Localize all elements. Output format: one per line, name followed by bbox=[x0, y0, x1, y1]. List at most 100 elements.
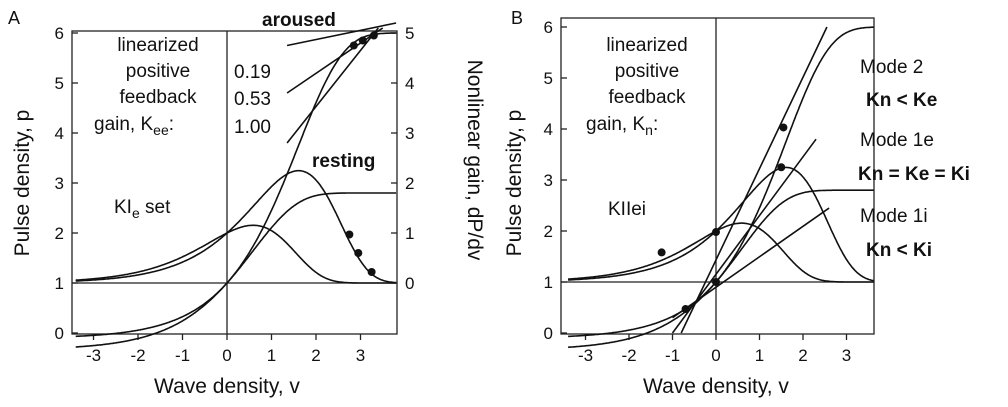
data-point bbox=[712, 228, 720, 237]
y-right-tick-label: 1 bbox=[405, 224, 414, 243]
y-tick-label: 4 bbox=[55, 124, 64, 143]
x-tick-label: 3 bbox=[356, 346, 365, 365]
y-tick-label: 0 bbox=[544, 324, 553, 343]
panel-b-x-label: Wave density, v bbox=[643, 375, 789, 398]
panel-b-curves bbox=[568, 26, 874, 349]
panel-b-x-ticks: -3 -2 -1 0 1 2 3 bbox=[578, 334, 851, 365]
panel-a-aroused-label: aroused bbox=[262, 10, 336, 31]
curve-sigmoid-1 bbox=[568, 189, 874, 349]
panel-b-mode-1e-condition: Kn = Ke = Ki bbox=[858, 164, 970, 185]
panel-b-annotation-gain: gain, Kn: bbox=[586, 114, 658, 138]
x-tick-label: 2 bbox=[798, 346, 807, 365]
panel-a-gain-100: 1.00 bbox=[234, 117, 271, 138]
y-tick-label: 2 bbox=[544, 222, 553, 241]
x-tick-label: -2 bbox=[621, 346, 636, 365]
x-tick-label: -1 bbox=[665, 346, 680, 365]
data-point bbox=[349, 41, 358, 50]
data-point bbox=[369, 31, 378, 40]
tangent-line-1 bbox=[671, 138, 817, 334]
curve-derivative-3 bbox=[568, 222, 874, 283]
y-tick-label: 1 bbox=[544, 273, 553, 292]
panel-b-points bbox=[657, 123, 788, 314]
panel-b-mode-1i-condition: Kn < Ki bbox=[866, 240, 932, 261]
data-point bbox=[777, 163, 786, 172]
x-tick-label: 0 bbox=[711, 346, 720, 365]
panel-a-x-ticks: -3 -2 -1 0 1 2 3 bbox=[86, 334, 365, 365]
panel-b-y-label: Pulse density, p bbox=[503, 110, 526, 257]
panel-a-annotation-line-1: linearized bbox=[117, 35, 198, 56]
curve-derivative-2 bbox=[568, 166, 874, 282]
panel-b-y-ticks: 0 1 2 3 4 5 6 bbox=[544, 18, 567, 343]
x-tick-label: 2 bbox=[311, 346, 320, 365]
curve-sigmoid-1 bbox=[75, 192, 397, 348]
y-right-tick-label: 3 bbox=[405, 124, 414, 143]
x-tick-label: 1 bbox=[267, 346, 276, 365]
data-point bbox=[345, 230, 354, 239]
y-tick-label: 5 bbox=[55, 74, 64, 93]
panel-b-mode-1i-name: Mode 1i bbox=[860, 206, 928, 227]
panel-a-y-ticks-right: 0 1 2 3 4 5 bbox=[391, 24, 414, 293]
data-point bbox=[681, 305, 690, 314]
panel-b-mode-2-condition: Kn < Ke bbox=[866, 90, 937, 111]
x-tick-label: 0 bbox=[222, 346, 231, 365]
y-right-tick-label: 5 bbox=[405, 24, 414, 43]
y-right-tick-label: 2 bbox=[405, 174, 414, 193]
y-tick-label: 4 bbox=[544, 120, 553, 139]
panel-a-resting-label: resting bbox=[312, 151, 375, 172]
panel-a-annotation-line-2: positive bbox=[126, 61, 190, 82]
y-tick-label: 6 bbox=[544, 18, 553, 37]
x-tick-label: -1 bbox=[175, 346, 190, 365]
curve-derivative-2 bbox=[75, 169, 397, 284]
panel-a-y-label: Pulse density, p bbox=[11, 110, 34, 257]
y-tick-label: 1 bbox=[55, 274, 64, 293]
x-tick-label: -3 bbox=[86, 346, 101, 365]
x-tick-label: 1 bbox=[755, 346, 764, 365]
panel-b-mode-1e-name: Mode 1e bbox=[860, 130, 934, 151]
panel-a: A 0 1 2 3 4 5 6 0 1 2 3 4 5 -3 -2 -1 0 1 2 3 Pulse densit… bbox=[8, 8, 486, 398]
y-right-tick-label: 4 bbox=[405, 74, 414, 93]
data-point bbox=[712, 278, 720, 286]
panel-b-mode-2-name: Mode 2 bbox=[860, 57, 923, 78]
panel-b-annotation-line-2: positive bbox=[615, 61, 679, 82]
curve-derivative-3 bbox=[75, 224, 397, 284]
panel-a-y-ticks: 0 1 2 3 4 5 6 bbox=[55, 24, 78, 343]
panel-a-annotation-line-3: feedback bbox=[119, 87, 197, 108]
x-tick-label: -3 bbox=[578, 346, 593, 365]
y-tick-label: 3 bbox=[55, 174, 64, 193]
panel-b-set-label: KIIei bbox=[608, 199, 646, 220]
y-tick-label: 2 bbox=[55, 224, 64, 243]
tangent-line-0 bbox=[680, 26, 828, 334]
y-tick-label: 3 bbox=[544, 171, 553, 190]
x-tick-label: 3 bbox=[842, 346, 851, 365]
panel-a-x-label: Wave density, v bbox=[154, 375, 300, 398]
panel-a-gain-019: 0.19 bbox=[234, 62, 271, 83]
y-tick-label: 5 bbox=[544, 69, 553, 88]
data-point bbox=[779, 123, 788, 132]
panel-b-annotation-line-1: linearized bbox=[606, 35, 687, 56]
tangent-line-0 bbox=[286, 22, 397, 47]
panel-a-points bbox=[345, 31, 378, 276]
panel-b-tangent-lines bbox=[671, 26, 830, 334]
panel-a-curves bbox=[75, 32, 397, 348]
panel-b: B 0 1 2 3 4 5 6 -3 -2 -1 0 1 2 3 Pulse density, p Wa… bbox=[503, 8, 970, 398]
panel-a-set-label: KIe set bbox=[114, 197, 171, 221]
panel-a-gain-053: 0.53 bbox=[234, 89, 271, 110]
data-point bbox=[657, 248, 666, 257]
panel-a-y-label-right: Nonlinear gain, dP/dv bbox=[463, 60, 486, 261]
x-tick-label: -2 bbox=[130, 346, 145, 365]
data-point bbox=[354, 249, 363, 257]
panel-b-frame bbox=[560, 17, 875, 335]
tangent-line-2 bbox=[286, 27, 379, 144]
panel-a-annotation-gain: gain, Kee: bbox=[94, 114, 174, 138]
tangent-line-1 bbox=[286, 27, 384, 94]
panel-a-letter: A bbox=[8, 8, 20, 28]
panel-a-tangent-lines bbox=[286, 22, 397, 144]
data-point bbox=[367, 268, 376, 276]
tangent-line-2 bbox=[672, 207, 830, 319]
panel-b-letter: B bbox=[511, 8, 523, 28]
y-tick-label: 6 bbox=[55, 24, 64, 43]
y-tick-label: 0 bbox=[55, 324, 64, 343]
data-point bbox=[358, 36, 367, 45]
panel-b-annotation-line-3: feedback bbox=[608, 87, 686, 108]
y-right-tick-label: 0 bbox=[405, 274, 414, 293]
